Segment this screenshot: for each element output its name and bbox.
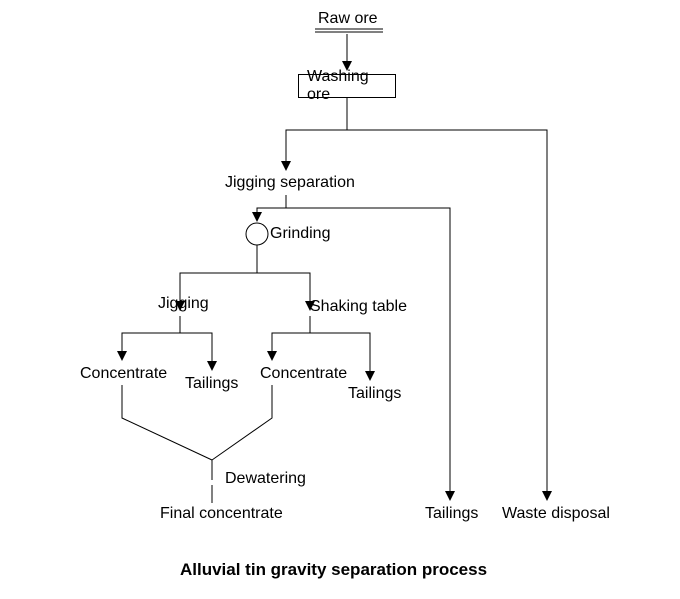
- node-waste-disposal-label: Waste disposal: [502, 505, 610, 522]
- node-jigging-separation: Jigging separation: [225, 174, 355, 192]
- node-tailings-right-label: Tailings: [348, 385, 401, 402]
- node-concentrate-left: Concentrate: [80, 365, 167, 383]
- node-final-concentrate: Final concentrate: [160, 505, 283, 523]
- node-concentrate-left-label: Concentrate: [80, 365, 167, 382]
- node-jigging-separation-label: Jigging separation: [225, 174, 355, 191]
- node-waste-disposal: Waste disposal: [502, 505, 610, 523]
- node-tailings-out: Tailings: [425, 505, 478, 523]
- node-shaking-table-label: Shaking table: [310, 298, 407, 315]
- diagram-caption-text: Alluvial tin gravity separation process: [180, 560, 487, 579]
- node-tailings-left-label: Tailings: [185, 375, 238, 392]
- node-tailings-right: Tailings: [348, 385, 401, 403]
- flowchart-canvas: Raw ore Washing ore Jigging separation G…: [0, 0, 680, 599]
- node-tailings-out-label: Tailings: [425, 505, 478, 522]
- node-shaking-table: Shaking table: [310, 298, 407, 316]
- node-raw-ore-label: Raw ore: [318, 10, 378, 27]
- node-concentrate-right-label: Concentrate: [260, 365, 347, 382]
- node-dewatering: Dewatering: [225, 470, 306, 488]
- node-tailings-left: Tailings: [185, 375, 238, 393]
- node-final-concentrate-label: Final concentrate: [160, 505, 283, 522]
- node-washing-ore: Washing ore: [298, 74, 396, 98]
- diagram-caption: Alluvial tin gravity separation process: [180, 560, 487, 580]
- node-jigging-label: Jigging: [158, 295, 209, 312]
- node-dewatering-label: Dewatering: [225, 470, 306, 487]
- node-raw-ore: Raw ore: [318, 10, 378, 28]
- node-grinding-label: Grinding: [270, 225, 330, 242]
- node-concentrate-right: Concentrate: [260, 365, 347, 383]
- node-washing-ore-label: Washing ore: [307, 68, 387, 104]
- node-jigging: Jigging: [158, 295, 209, 313]
- node-grinding: Grinding: [270, 225, 330, 243]
